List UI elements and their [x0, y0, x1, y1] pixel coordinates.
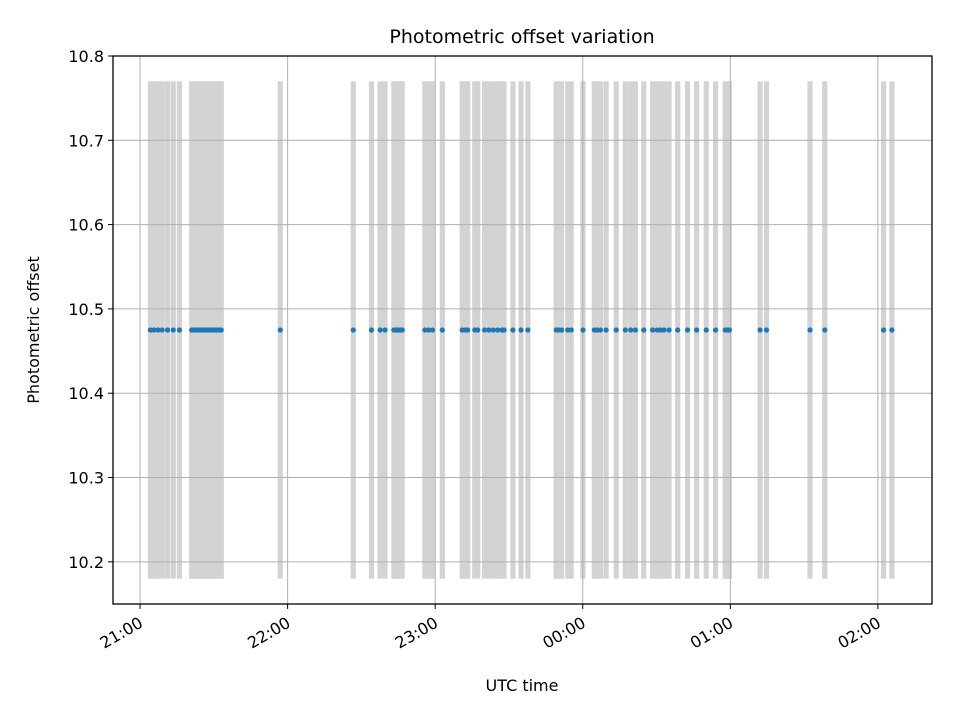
data-point-33	[422, 327, 428, 333]
y-tick-label-6: 10.8	[68, 47, 104, 66]
data-point-3	[159, 327, 165, 333]
y-tick-label-5: 10.7	[68, 131, 104, 150]
data-point-48	[510, 327, 516, 333]
data-point-26	[377, 327, 383, 333]
data-point-44	[490, 327, 496, 333]
data-point-72	[684, 327, 691, 333]
data-point-32	[399, 327, 405, 333]
data-point-36	[439, 327, 445, 333]
data-point-47	[501, 327, 507, 333]
data-point-83	[880, 327, 887, 333]
y-tick-label-3: 10.5	[68, 300, 104, 319]
data-point-4	[165, 327, 171, 333]
axes-frame	[112, 55, 933, 605]
y-tick-label-1: 10.3	[68, 469, 104, 488]
data-point-23	[277, 327, 283, 333]
data-point-1	[151, 327, 157, 333]
data-point-24	[350, 327, 356, 333]
data-point-2	[155, 327, 161, 333]
data-point-69	[661, 327, 667, 333]
data-point-56	[580, 327, 586, 333]
grid-lines	[113, 55, 932, 604]
chart-title: Photometric offset variation	[389, 26, 654, 48]
data-point-75	[712, 327, 719, 333]
data-point-42	[482, 327, 488, 333]
data-point-50	[525, 327, 531, 333]
data-point-39	[465, 327, 471, 333]
data-point-6	[176, 327, 183, 333]
data-point-84	[889, 327, 895, 333]
data-point-60	[603, 327, 609, 333]
data-point-55	[568, 327, 574, 333]
data-point-49	[518, 327, 524, 333]
y-tick-label-4: 10.6	[68, 216, 104, 235]
data-point-34	[425, 327, 432, 333]
x-axis-label: UTC time	[486, 676, 559, 695]
data-points	[147, 327, 895, 333]
y-axis-ticks: 10.2 10.3 10.4 10.5 10.6 10.7 10.8	[68, 47, 113, 572]
data-point-25	[368, 327, 375, 333]
data-point-61	[613, 327, 619, 333]
data-point-82	[822, 327, 828, 333]
data-point-53	[559, 327, 565, 333]
data-point-59	[597, 327, 604, 333]
data-point-78	[726, 327, 732, 333]
data-point-73	[694, 327, 700, 333]
data-point-43	[486, 327, 492, 333]
data-point-22	[218, 327, 224, 333]
data-point-74	[703, 327, 709, 333]
data-point-66	[650, 327, 656, 333]
data-point-45	[495, 327, 501, 333]
data-point-71	[675, 327, 681, 333]
y-axis-label: Photometric offset	[24, 256, 43, 404]
data-point-64	[632, 327, 638, 333]
data-point-27	[382, 327, 388, 333]
data-point-62	[622, 327, 628, 333]
data-point-35	[429, 327, 436, 333]
data-point-41	[475, 327, 481, 333]
y-tick-label-0: 10.2	[68, 553, 104, 572]
data-point-79	[757, 327, 763, 333]
y-tick-label-2: 10.4	[68, 384, 104, 403]
data-point-5	[170, 327, 176, 333]
data-point-70	[666, 327, 672, 333]
data-point-80	[763, 327, 770, 333]
data-point-63	[628, 327, 634, 333]
data-point-81	[807, 327, 813, 333]
data-point-65	[641, 327, 647, 333]
